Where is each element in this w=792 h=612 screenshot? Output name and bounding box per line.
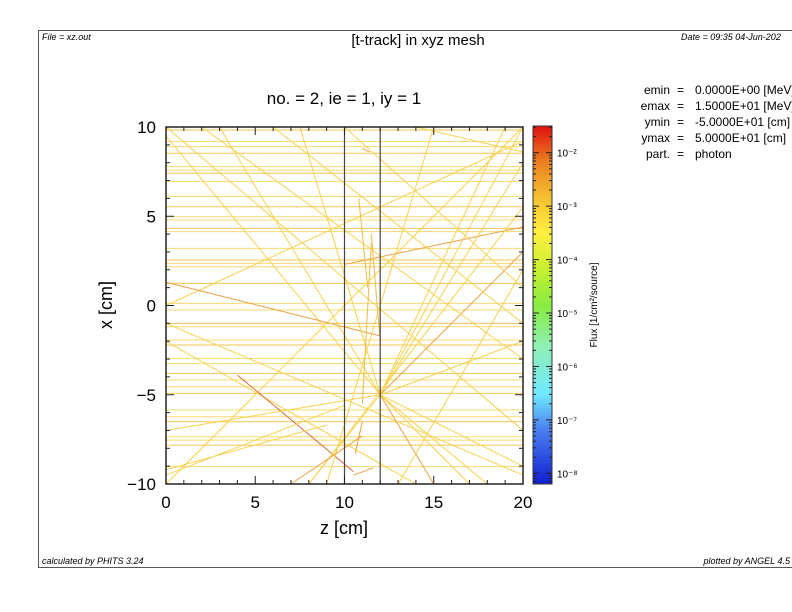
track xyxy=(201,126,524,360)
date-label: Date = 09:35 04-Jun-202 xyxy=(681,32,781,42)
track xyxy=(370,234,381,342)
y-tick-label: 5 xyxy=(147,207,156,226)
info-value: 0.0000E+00 [MeV] xyxy=(695,83,792,97)
colorbar-tick-label: 10⁻⁸ xyxy=(557,469,578,480)
track xyxy=(379,251,524,396)
file-label: File = xz.out xyxy=(42,32,91,42)
colorbar-tick-label: 10⁻⁶ xyxy=(557,362,578,373)
info-label: emin xyxy=(644,83,670,97)
track xyxy=(362,147,370,153)
track xyxy=(165,135,381,396)
track xyxy=(397,269,524,485)
region-boundaries xyxy=(343,127,381,484)
x-tick-label: 0 xyxy=(161,493,170,512)
track xyxy=(344,226,524,265)
colorbar-tick-label: 10⁻⁵ xyxy=(557,309,578,320)
y-tick-label: −5 xyxy=(137,386,156,405)
x-tick-label: 15 xyxy=(424,493,443,512)
track xyxy=(358,198,369,288)
track xyxy=(344,126,524,289)
axis-ticks xyxy=(165,126,524,485)
info-equals: = xyxy=(677,147,684,161)
info-value: -5.0000E+01 [cm] xyxy=(695,115,790,129)
info-label: ymin xyxy=(645,115,670,129)
colorbar-tick-label: 10⁻² xyxy=(557,149,577,160)
x-tick-label: 20 xyxy=(514,493,533,512)
track xyxy=(299,126,381,395)
info-value: 1.5000E+01 [MeV] xyxy=(695,99,792,113)
track xyxy=(165,424,327,471)
info-equals: = xyxy=(677,99,684,113)
track xyxy=(165,281,381,337)
x-axis-label: z [cm] xyxy=(320,518,368,538)
track xyxy=(354,421,363,454)
info-value: 5.0000E+01 [cm] xyxy=(695,131,786,145)
chart-title: no. = 2, ie = 1, iy = 1 xyxy=(267,89,422,108)
track xyxy=(379,394,524,467)
track xyxy=(379,394,488,485)
info-label: part. xyxy=(646,147,670,161)
track xyxy=(290,435,363,485)
track xyxy=(237,374,354,472)
info-equals: = xyxy=(677,83,684,97)
track xyxy=(379,394,435,485)
footer-plotted-by: plotted by ANGEL 4.5 xyxy=(702,556,791,566)
colorbar-tick-label: 10⁻⁴ xyxy=(557,256,578,267)
track xyxy=(380,340,524,396)
track xyxy=(219,126,381,396)
page-frame xyxy=(38,30,792,568)
track xyxy=(165,404,345,476)
x-tick-label: 10 xyxy=(335,493,354,512)
y-tick-labels: 10 5 0 −5 −10 xyxy=(127,118,156,494)
colorbar-label: Flux [1/cm²/source] xyxy=(589,262,600,347)
info-value: photon xyxy=(695,147,732,161)
track xyxy=(379,394,470,485)
x-tick-label: 5 xyxy=(251,493,260,512)
colorbar xyxy=(532,125,553,485)
track xyxy=(353,467,374,476)
colorbar-tick-label: 10⁻³ xyxy=(557,202,577,213)
info-equals: = xyxy=(677,131,684,145)
y-tick-label: 10 xyxy=(137,118,156,137)
footer-calculated-by: calculated by PHITS 3.24 xyxy=(42,556,144,566)
y-tick-label: 0 xyxy=(147,297,156,316)
track xyxy=(165,340,417,485)
page-title: [t-track] in xyz mesh xyxy=(351,32,484,49)
y-axis-label: x [cm] xyxy=(96,281,116,329)
info-equals: = xyxy=(677,115,684,129)
info-label: emax xyxy=(641,99,670,113)
track xyxy=(361,242,372,404)
colorbar-ticks: 10⁻² 10⁻³ 10⁻⁴ 10⁻⁵ 10⁻⁶ 10⁻⁷ 10⁻⁸ xyxy=(533,126,578,483)
x-tick-labels: 0 5 10 15 20 xyxy=(161,493,532,512)
info-panel: emin = 0.0000E+00 [MeV] emax = 1.5000E+01 [Me… xyxy=(641,83,792,161)
track xyxy=(272,126,524,324)
track xyxy=(379,126,524,395)
track xyxy=(379,126,506,395)
track xyxy=(379,162,524,396)
info-label: ymax xyxy=(641,131,670,145)
colorbar-tick-label: 10⁻⁷ xyxy=(557,416,577,427)
y-tick-label: −10 xyxy=(127,475,156,494)
